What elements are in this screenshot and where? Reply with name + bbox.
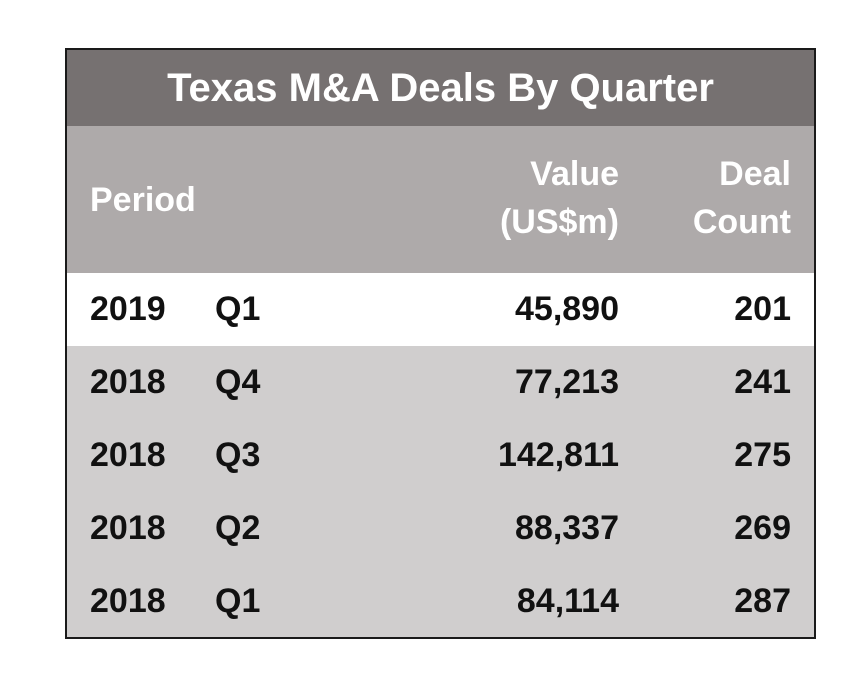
cell-deal-count: 275 (734, 436, 791, 474)
cell-year: 2019 (90, 290, 166, 328)
cell-quarter: Q1 (215, 582, 261, 620)
deals-table: Texas M&A Deals By Quarter Period Value … (65, 48, 816, 639)
cell-value: 88,337 (515, 509, 619, 547)
cell-deal-count: 287 (734, 582, 791, 620)
table-row: 2019 Q1 45,890 201 (67, 273, 814, 346)
cell-year: 2018 (90, 582, 166, 620)
table-row: 2018 Q2 88,337 269 (67, 492, 814, 565)
column-header-count-line1: Deal (719, 155, 791, 193)
table-title: Texas M&A Deals By Quarter (67, 50, 814, 126)
cell-quarter: Q1 (215, 290, 261, 328)
cell-quarter: Q2 (215, 509, 261, 547)
column-header-count-line2: Count (692, 203, 791, 241)
cell-year: 2018 (90, 436, 166, 474)
table-row: 2018 Q4 77,213 241 (67, 346, 814, 419)
cell-value: 84,114 (516, 582, 619, 620)
cell-value: 142,811 (497, 436, 619, 474)
cell-deal-count: 269 (734, 509, 791, 547)
table-row: 2018 Q1 84,114 287 (67, 565, 814, 637)
table-row: 2018 Q3 142,811 275 (67, 419, 814, 492)
column-header-value-line2: (US$m) (499, 203, 619, 241)
cell-quarter: Q3 (215, 436, 261, 474)
cell-year: 2018 (90, 363, 166, 401)
table-body: 2019 Q1 45,890 201 2018 Q4 77,213 241 20… (67, 273, 814, 637)
cell-value: 77,213 (515, 363, 619, 401)
header-row: Period Value (US$m) Deal Count (67, 126, 814, 273)
column-header-count: Deal Count (693, 150, 791, 246)
cell-year: 2018 (90, 509, 166, 547)
column-header-value: Value (US$m) (500, 150, 619, 246)
column-header-period: Period (90, 181, 196, 219)
cell-deal-count: 241 (734, 363, 791, 401)
cell-value: 45,890 (515, 290, 619, 328)
table-title-text: Texas M&A Deals By Quarter (167, 65, 714, 110)
column-header-value-line1: Value (530, 155, 619, 193)
cell-quarter: Q4 (215, 363, 261, 401)
cell-deal-count: 201 (734, 290, 791, 328)
